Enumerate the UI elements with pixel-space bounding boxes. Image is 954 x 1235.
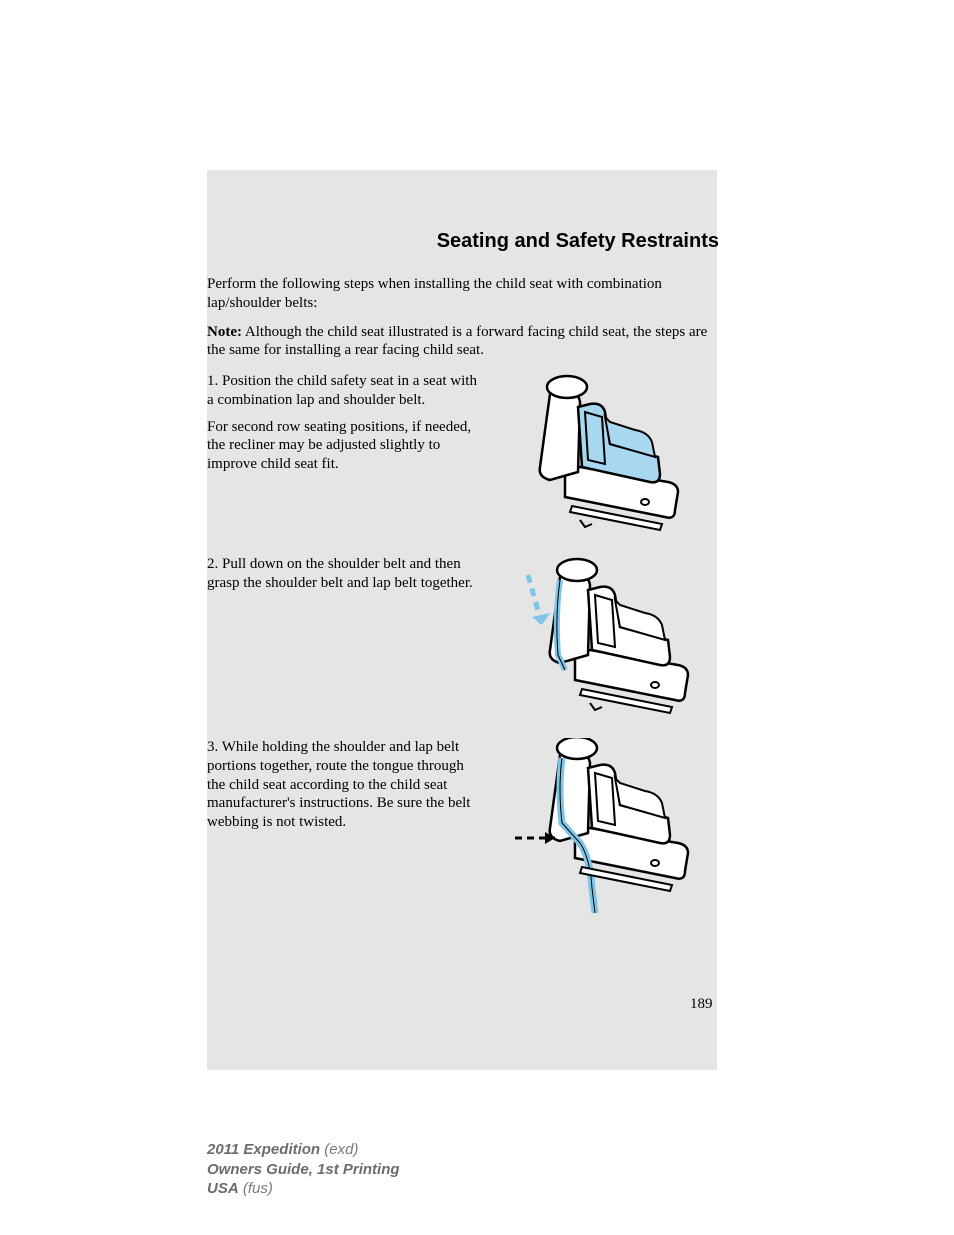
step-3: 3. While holding the shoulder and lap be… bbox=[207, 738, 727, 923]
page-number: 189 bbox=[690, 996, 713, 1013]
footer: 2011 Expedition (exd) Owners Guide, 1st … bbox=[207, 1140, 400, 1199]
step-1-text-b: For second row seating positions, if nee… bbox=[207, 418, 482, 474]
step-1-text: 1. Position the child safety seat in a s… bbox=[207, 372, 482, 482]
footer-line-1: 2011 Expedition (exd) bbox=[207, 1140, 400, 1160]
step-3-text-a: 3. While holding the shoulder and lap be… bbox=[207, 738, 482, 832]
step-1-text-a: 1. Position the child safety seat in a s… bbox=[207, 372, 482, 410]
note-text: Although the child seat illustrated is a… bbox=[207, 324, 707, 359]
footer-line-3: USA (fus) bbox=[207, 1179, 400, 1199]
footer-line-2: Owners Guide, 1st Printing bbox=[207, 1160, 400, 1180]
intro-text: Perform the following steps when install… bbox=[207, 275, 727, 313]
note-paragraph: Note: Although the child seat illustrate… bbox=[207, 323, 727, 361]
footer-region: USA bbox=[207, 1180, 239, 1197]
page-content: Seating and Safety Restraints Perform th… bbox=[207, 230, 727, 931]
section-title: Seating and Safety Restraints bbox=[207, 230, 727, 253]
footer-model: 2011 Expedition bbox=[207, 1141, 320, 1158]
step-1: 1. Position the child safety seat in a s… bbox=[207, 372, 727, 547]
step-2: 2. Pull down on the shoulder belt and th… bbox=[207, 555, 727, 730]
footer-code-2: (fus) bbox=[239, 1180, 273, 1197]
footer-code-1: (exd) bbox=[320, 1141, 358, 1158]
child-seat-icon bbox=[510, 372, 700, 542]
step-2-illustration bbox=[482, 555, 727, 730]
note-label: Note: bbox=[207, 324, 242, 340]
child-seat-belt-down-icon bbox=[500, 555, 710, 730]
step-3-illustration bbox=[482, 738, 727, 923]
step-2-text-a: 2. Pull down on the shoulder belt and th… bbox=[207, 555, 482, 593]
step-2-text: 2. Pull down on the shoulder belt and th… bbox=[207, 555, 482, 601]
step-1-illustration bbox=[482, 372, 727, 542]
child-seat-belt-route-icon bbox=[500, 738, 710, 923]
step-3-text: 3. While holding the shoulder and lap be… bbox=[207, 738, 482, 840]
